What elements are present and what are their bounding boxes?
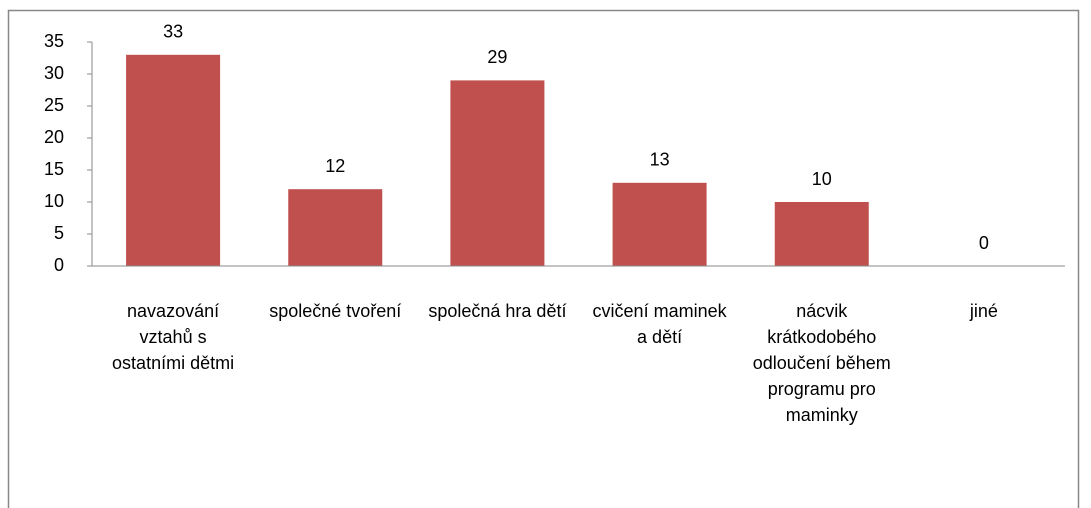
x-tick-label: cvičení maminek a dětí [592, 301, 727, 347]
data-label: 33 [163, 22, 183, 42]
y-tick-label: 0 [54, 255, 64, 275]
bar [612, 182, 707, 266]
x-tick-label: společné tvoření [269, 301, 402, 321]
y-tick-label: 5 [54, 223, 64, 243]
y-tick-label: 30 [44, 63, 64, 83]
y-tick-label: 20 [44, 127, 64, 147]
chart-frame [7, 9, 1080, 508]
bar [450, 80, 545, 267]
data-label: 0 [979, 233, 989, 253]
y-tick-label: 25 [44, 95, 64, 115]
bar [126, 54, 221, 266]
data-label: 12 [325, 156, 345, 176]
data-label: 29 [487, 47, 507, 67]
x-tick-label: společná hra dětí [428, 301, 567, 321]
y-tick-label: 10 [44, 191, 64, 211]
bar [774, 202, 869, 266]
x-tick-label: nácvik krátkodobého odloučení během prog… [752, 301, 891, 425]
bar [288, 189, 383, 266]
y-tick-label: 35 [44, 31, 64, 51]
y-tick-label: 15 [44, 159, 64, 179]
x-tick-label: navazování vztahů s ostatními dětmi [112, 301, 235, 373]
data-label: 13 [650, 150, 670, 170]
x-tick-label: jiné [969, 301, 998, 321]
data-label: 10 [812, 169, 832, 189]
